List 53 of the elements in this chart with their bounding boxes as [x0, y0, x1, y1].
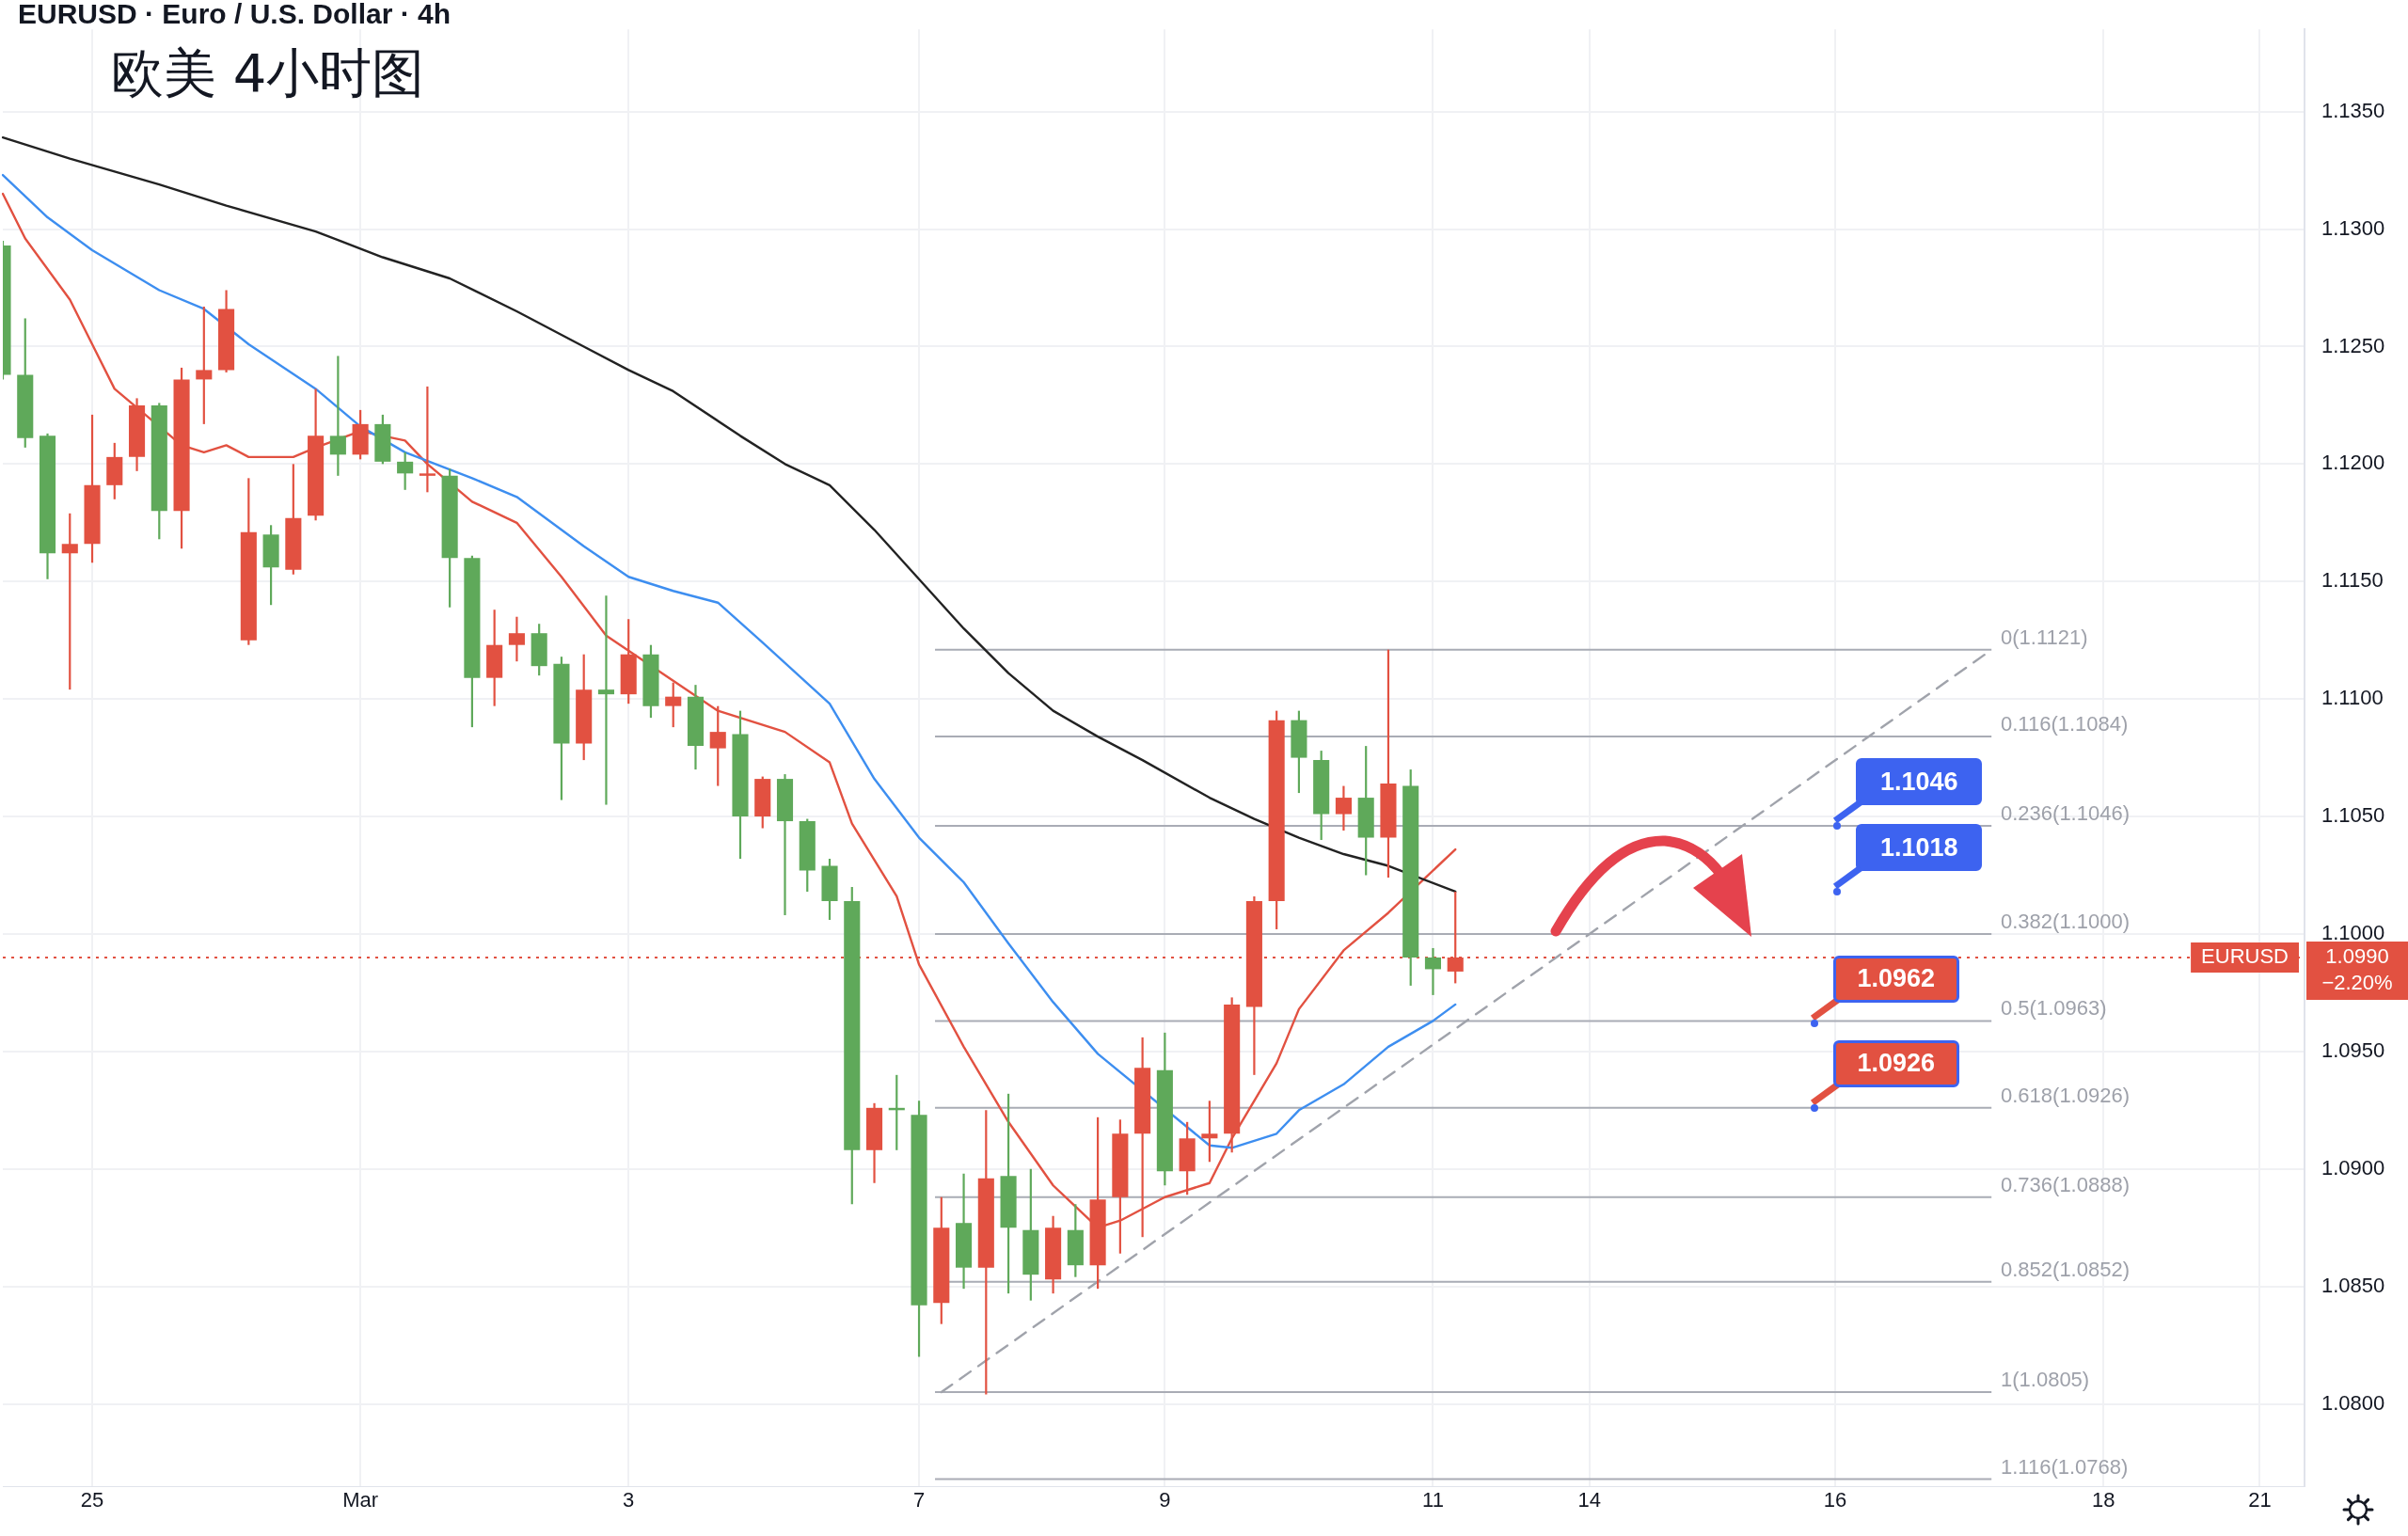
- y-tick-label: 1.1300: [2321, 215, 2385, 240]
- annotation: 1.0962: [1832, 955, 1959, 1003]
- ref-line-label: 0.852(1.0852): [2001, 1257, 2130, 1281]
- annotation: 1.1018: [1856, 824, 1983, 872]
- x-tick-label: 11: [1422, 1488, 1444, 1512]
- ref-line-label: 0.5(1.0963): [2001, 996, 2107, 1021]
- ref-line-label: 0.618(1.0926): [2001, 1083, 2130, 1107]
- annotation: 1.0926: [1832, 1039, 1959, 1087]
- candlestick: [1424, 946, 1442, 997]
- candlestick: [61, 512, 78, 691]
- y-tick-label: 1.1200: [2321, 451, 2385, 475]
- candlestick: [196, 305, 213, 425]
- ref-line-label: EURUSD: [2201, 944, 2289, 968]
- x-tick-label: 3: [623, 1488, 635, 1512]
- y-tick-label: 1.1150: [2321, 568, 2384, 593]
- candlestick: [508, 615, 525, 663]
- y-tick-label: 1.1350: [2321, 98, 2385, 122]
- x-tick-label: 25: [80, 1488, 104, 1512]
- candlestick: [597, 594, 614, 806]
- annotation: 1.1046: [1856, 758, 1983, 806]
- y-tick-label: 1.1000: [2321, 921, 2385, 945]
- text: −2.20%: [2321, 971, 2393, 994]
- candlestick: [397, 451, 414, 491]
- y-tick-label: 1.0850: [2321, 1273, 2385, 1297]
- x-tick-label: 18: [2091, 1488, 2115, 1512]
- y-tick-label: 1.1100: [2321, 686, 2384, 710]
- chart-subtitle: 欧美 4小时图: [111, 41, 425, 103]
- ref-line-label: 1(1.0805): [2001, 1368, 2090, 1392]
- x-tick-label: 16: [1823, 1488, 1847, 1512]
- candlestick: [665, 681, 682, 729]
- candlestick: [1201, 1100, 1218, 1164]
- ref-line-label: 1.116(1.0768): [2001, 1454, 2129, 1479]
- text: 1.0990: [2325, 944, 2389, 968]
- chart-title: EURUSD · Euro / U.S. Dollar · 4h: [18, 0, 452, 30]
- y-tick-label: 1.0950: [2321, 1037, 2385, 1062]
- ref-line-label: 0.116(1.1084): [2001, 712, 2129, 736]
- y-tick-label: 1.0800: [2321, 1390, 2385, 1415]
- x-tick-label: 9: [1159, 1488, 1171, 1512]
- ref-line-label: 0(1.1121): [2001, 625, 2088, 649]
- ref-line-label: 0.736(1.0888): [2001, 1172, 2130, 1196]
- y-tick-label: 1.1050: [2321, 803, 2385, 828]
- ref-line-label: 0.382(1.1000): [2001, 910, 2130, 934]
- x-tick-label: 21: [2248, 1488, 2272, 1512]
- candlestick: [419, 385, 436, 494]
- candlestick: [329, 355, 346, 477]
- x-tick-label: Mar: [342, 1488, 379, 1512]
- x-tick-label: 7: [912, 1488, 926, 1512]
- ref-line-label: 0.236(1.1046): [2001, 801, 2130, 826]
- x-tick-label: 14: [1577, 1488, 1602, 1512]
- y-tick-label: 1.1250: [2321, 333, 2385, 357]
- y-tick-label: 1.0900: [2321, 1155, 2385, 1180]
- candlestick: [709, 705, 726, 787]
- candlestick: [1335, 784, 1352, 832]
